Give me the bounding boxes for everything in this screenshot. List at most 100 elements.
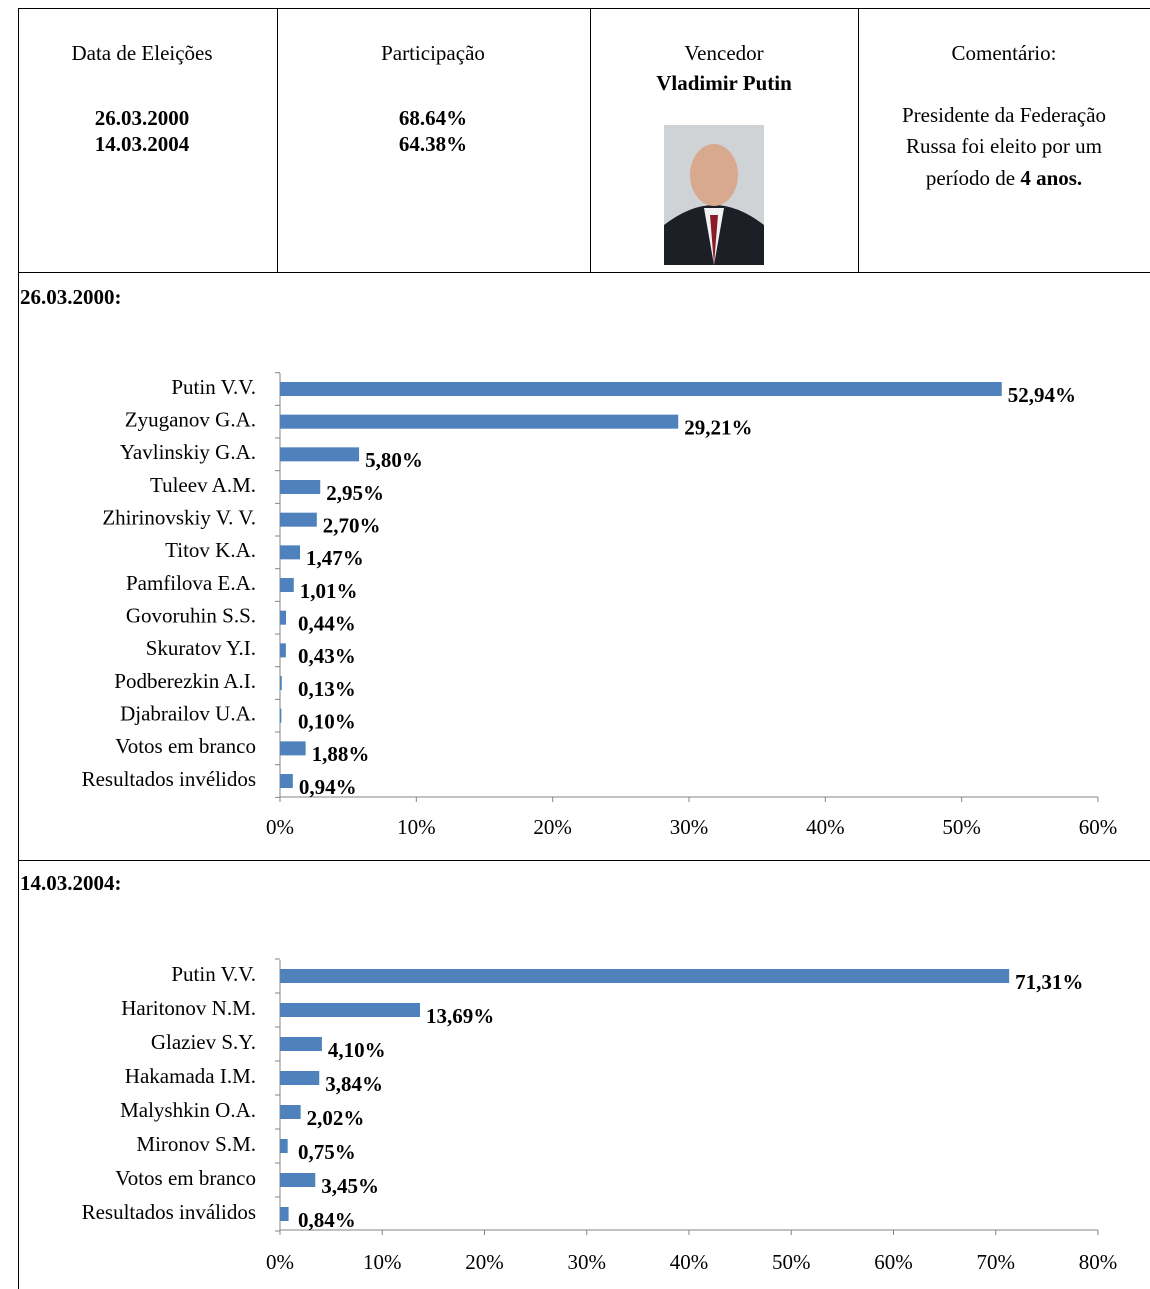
x-tick-label: 60% [874, 1250, 913, 1274]
value-label: 1,88% [312, 742, 370, 766]
value-label: 0,43% [298, 644, 356, 668]
value-label: 2,95% [326, 481, 384, 505]
bar [280, 382, 1002, 396]
bar [280, 578, 294, 593]
winner-name: Vladimir Putin [656, 71, 792, 95]
comment-line: Presidente da Federação [902, 103, 1106, 127]
header-label: Comentário: [952, 41, 1057, 65]
value-label: 1,47% [306, 546, 364, 570]
comment-line: período de 4 anos. [926, 166, 1082, 190]
table-rules [18, 8, 1150, 1289]
date: 14.03.2004 [95, 132, 190, 156]
category-label: Podberezkin A.I. [114, 669, 256, 693]
category-label: Mironov S.M. [136, 1132, 256, 1156]
bar [280, 1037, 322, 1051]
category-label: Titov K.A. [165, 538, 256, 562]
category-label: Glaziev S.Y. [151, 1030, 256, 1054]
x-tick-label: 30% [670, 815, 709, 839]
value-label: 0,13% [298, 677, 356, 701]
chart-title: 26.03.2000: [20, 285, 122, 309]
header-label: Data de Eleições [71, 41, 212, 65]
x-tick-label: 0% [266, 815, 294, 839]
category-label: Resultados invélidos [82, 767, 256, 791]
comment-text: período de [926, 166, 1020, 190]
value-label: 1,01% [300, 579, 358, 603]
value-label: 0,44% [298, 612, 356, 636]
x-tick-label: 80% [1079, 1250, 1118, 1274]
value-label: 4,10% [328, 1038, 386, 1062]
date: 26.03.2000 [95, 106, 190, 130]
x-tick-label: 20% [465, 1250, 504, 1274]
category-label: Resultados inválidos [82, 1200, 256, 1224]
category-label: Putin V.V. [171, 375, 256, 399]
bar [280, 1207, 289, 1221]
category-label: Skuratov Y.I. [146, 636, 256, 660]
value-label: 2,02% [307, 1106, 365, 1130]
header-label: Participação [381, 41, 485, 65]
x-tick-label: 20% [533, 815, 572, 839]
category-label: Putin V.V. [171, 962, 256, 986]
category-label: Votos em branco [115, 734, 256, 758]
x-tick-label: 10% [397, 815, 436, 839]
value-label: 2,70% [323, 513, 381, 537]
value-label: 13,69% [426, 1004, 494, 1028]
value-label: 0,94% [299, 775, 357, 799]
category-label: Haritonov N.M. [121, 996, 256, 1020]
category-label: Djabrailov U.A. [120, 702, 256, 726]
value-label: 0,75% [298, 1140, 356, 1164]
bar [280, 545, 301, 560]
value-label: 0,84% [298, 1208, 356, 1232]
bar [280, 1003, 420, 1017]
x-tick-label: 40% [806, 815, 845, 839]
value-label: 3,45% [321, 1174, 379, 1198]
x-tick-label: 70% [977, 1250, 1016, 1274]
x-tick-label: 40% [670, 1250, 709, 1274]
bar [280, 676, 282, 691]
comment-bold: 4 anos. [1020, 166, 1082, 190]
category-label: Hakamada I.M. [125, 1064, 256, 1088]
x-tick-label: 50% [942, 815, 981, 839]
x-tick-label: 0% [266, 1250, 294, 1274]
x-tick-label: 50% [772, 1250, 811, 1274]
bar [280, 741, 306, 756]
x-tick-label: 60% [1079, 815, 1118, 839]
value-label: 3,84% [325, 1072, 383, 1096]
turnout: 64.38% [399, 132, 467, 156]
bar [280, 1071, 320, 1085]
value-label: 52,94% [1008, 383, 1076, 407]
category-label: Govoruhin S.S. [126, 604, 256, 628]
bar [280, 969, 1010, 983]
bar [280, 643, 286, 658]
bar [280, 512, 317, 527]
category-label: Yavlinskiy G.A. [120, 440, 256, 464]
category-label: Malyshkin O.A. [120, 1098, 256, 1122]
value-label: 5,80% [365, 448, 423, 472]
category-label: Zyuganov G.A. [125, 407, 256, 431]
portrait [664, 125, 764, 265]
face [690, 144, 738, 206]
category-label: Votos em branco [115, 1166, 256, 1190]
category-label: Pamfilova E.A. [126, 571, 256, 595]
tie [710, 215, 718, 265]
bar [280, 1105, 301, 1119]
bar [280, 447, 360, 462]
bar [280, 774, 293, 789]
comment-line: Russa foi eleito por um [906, 134, 1102, 158]
bar [280, 1139, 288, 1153]
category-label: Zhirinovskiy V. V. [102, 505, 256, 529]
value-label: 29,21% [684, 415, 752, 439]
bar [280, 480, 321, 495]
value-label: 0,10% [298, 710, 356, 734]
bar [280, 414, 679, 429]
turnout: 68.64% [399, 106, 467, 130]
x-tick-label: 10% [363, 1250, 402, 1274]
bar [280, 610, 286, 625]
x-tick-label: 30% [568, 1250, 607, 1274]
bar [280, 1173, 316, 1187]
value-label: 71,31% [1015, 970, 1083, 994]
bar [280, 708, 282, 723]
category-label: Tuleev A.M. [150, 473, 256, 497]
chart-title: 14.03.2004: [20, 871, 122, 895]
